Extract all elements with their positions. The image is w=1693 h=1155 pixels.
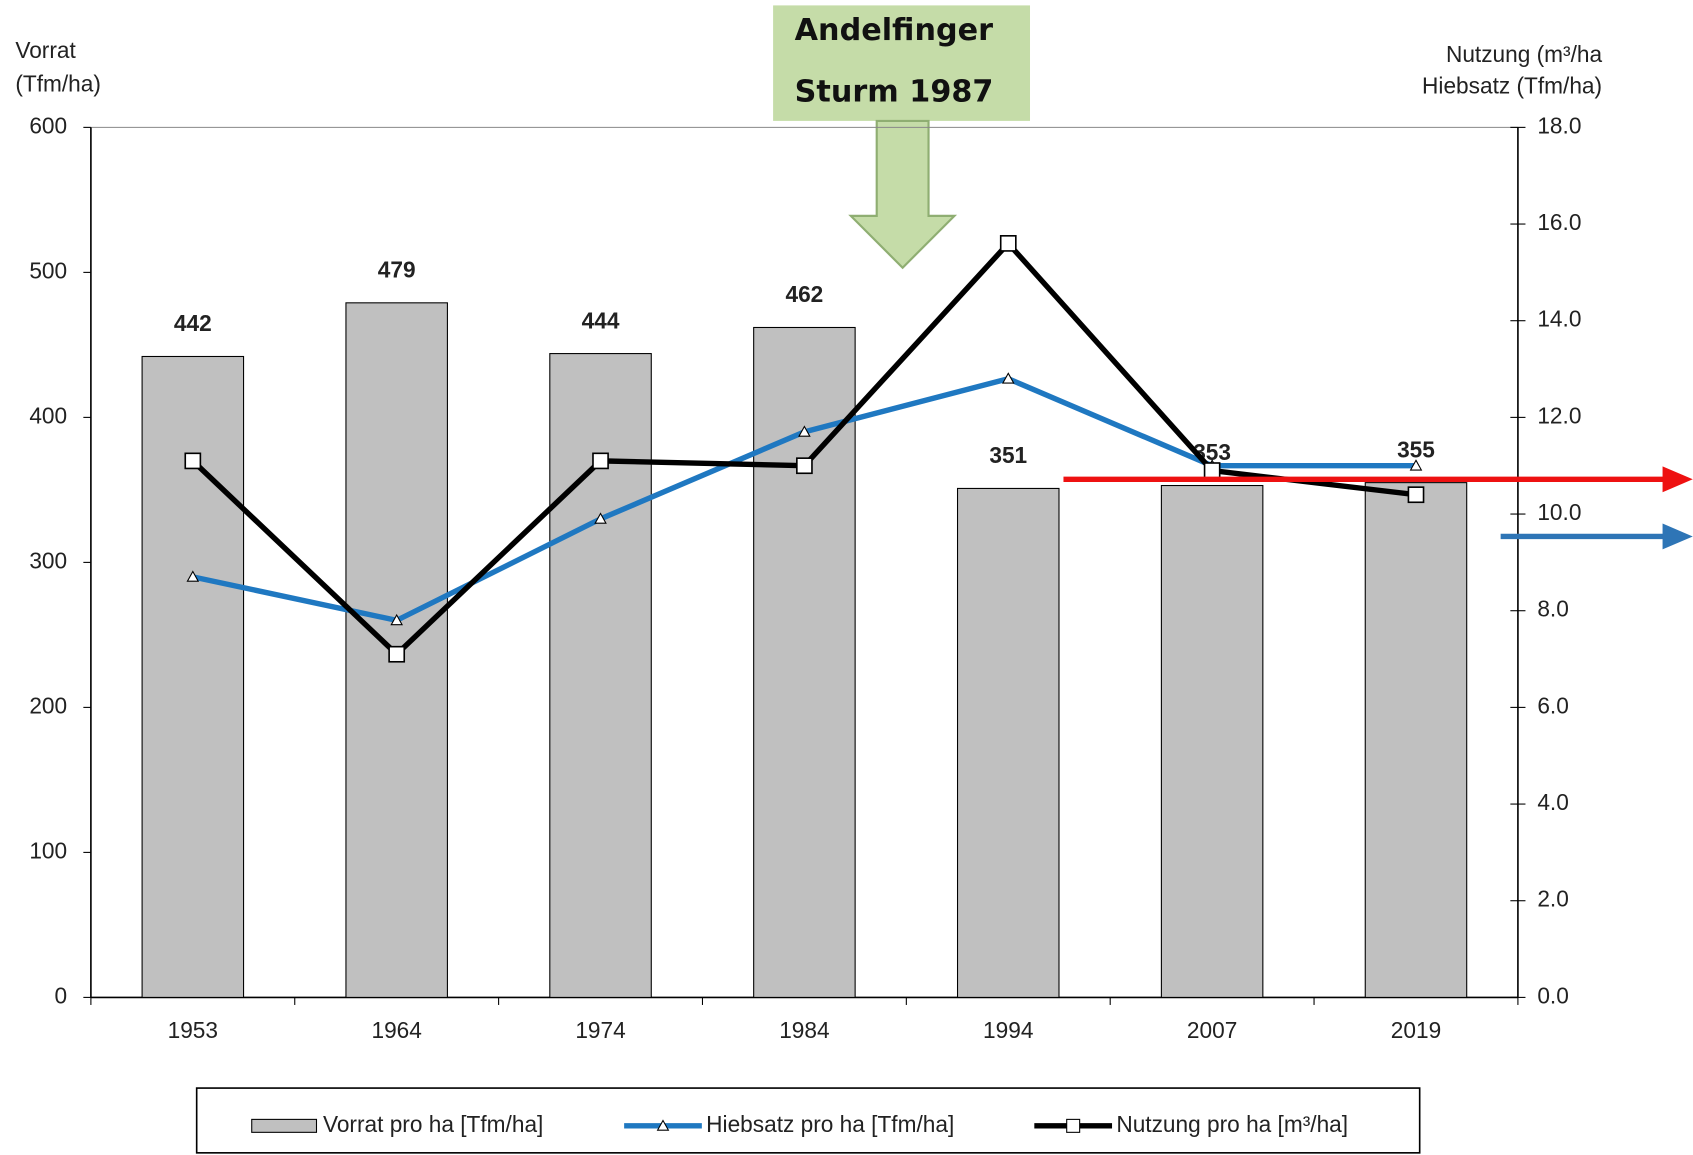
x-tick-label: 1974 [575, 1017, 625, 1043]
annotation-box: Andelfinger Sturm 1987 [773, 5, 1031, 270]
marker [594, 512, 607, 524]
x-tick-label: 1984 [779, 1017, 829, 1043]
y-tick-label: 100 [29, 837, 67, 863]
x-tick-label: 2007 [1187, 1017, 1237, 1043]
legend-marker [1066, 1118, 1081, 1133]
y2-tick-label: 6.0 [1537, 692, 1568, 718]
bar [549, 353, 652, 998]
y2-axis-label: Nutzung (m³/ha [1446, 41, 1603, 67]
annotation-line: Sturm 1987 [795, 74, 994, 109]
y-tick-label: 400 [29, 402, 67, 428]
marker [390, 613, 403, 626]
y2-tick-label: 10.0 [1537, 499, 1581, 525]
marker [1407, 486, 1425, 504]
y2-tick-label: 0.0 [1537, 982, 1568, 1008]
y2-tick-label: 2.0 [1537, 886, 1568, 912]
highlight-arrow-head [1662, 466, 1693, 493]
y2-tick-label: 4.0 [1537, 789, 1568, 815]
legend-label: Vorrat pro ha [Tfm/ha] [323, 1111, 543, 1137]
bar [753, 326, 856, 998]
value-label: 351 [989, 442, 1027, 468]
marker [798, 425, 811, 437]
plot: 0 100 200 300 400 500 600 0.0 2.0 4.0 6.0 8.0 10.0 12… [29, 112, 1581, 1043]
x-tick-label: 2019 [1391, 1017, 1441, 1043]
marker [1203, 462, 1221, 479]
highlight-arrow-head [1662, 523, 1693, 550]
marker [592, 452, 609, 470]
y2-tick-label: 14.0 [1537, 306, 1581, 332]
bar [956, 487, 1060, 998]
value-label: 444 [582, 307, 620, 333]
y-tick-label: 500 [29, 257, 67, 283]
x-tick-label: 1964 [371, 1017, 421, 1043]
marker [184, 452, 202, 470]
legend [195, 1087, 1421, 1154]
y-axis-label: (Tfm/ha) [15, 70, 101, 96]
legend-label: Nutzung pro ha [m³/ha] [1116, 1111, 1348, 1137]
legend-swatch [251, 1118, 318, 1133]
y2-tick-label: 16.0 [1537, 209, 1581, 235]
x-tick-label: 1953 [168, 1017, 218, 1043]
y-tick-label: 0 [55, 982, 68, 1008]
y-tick-label: 300 [29, 547, 67, 573]
annotation-arrow [848, 119, 958, 270]
annotation-background [773, 5, 1031, 121]
value-label: 479 [378, 257, 416, 283]
annotation-line: Andelfinger [795, 13, 993, 48]
y-tick-label: 200 [29, 692, 67, 718]
y2-tick-label: 12.0 [1537, 402, 1581, 428]
value-label: 442 [174, 310, 212, 336]
marker [1409, 459, 1423, 471]
y-axis-label: Vorrat [15, 37, 76, 63]
y-tick-label: 600 [29, 112, 67, 138]
marker [388, 645, 406, 663]
value-label: 462 [785, 281, 823, 307]
marker [186, 570, 200, 582]
x-tick-label: 1994 [983, 1017, 1033, 1043]
legend-label: Hiebsatz pro ha [Tfm/ha] [706, 1111, 954, 1137]
marker [999, 235, 1017, 252]
bar [1160, 484, 1264, 998]
bar [1364, 482, 1468, 998]
marker [796, 457, 813, 475]
marker [1001, 372, 1015, 384]
y2-tick-label: 8.0 [1537, 596, 1568, 622]
value-label: 355 [1397, 436, 1435, 462]
y2-axis-label: Hiebsatz (Tfm/ha) [1422, 72, 1602, 98]
legend-marker [656, 1119, 670, 1131]
y2-tick-label: 18.0 [1537, 112, 1581, 138]
